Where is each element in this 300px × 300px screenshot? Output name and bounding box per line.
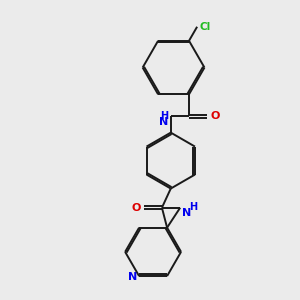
Text: O: O (131, 203, 141, 213)
Text: O: O (210, 111, 220, 122)
Text: Cl: Cl (200, 22, 211, 32)
Text: H: H (160, 111, 168, 121)
Text: N: N (182, 208, 191, 218)
Text: H: H (190, 202, 198, 212)
Text: N: N (159, 117, 168, 127)
Text: N: N (128, 272, 137, 282)
